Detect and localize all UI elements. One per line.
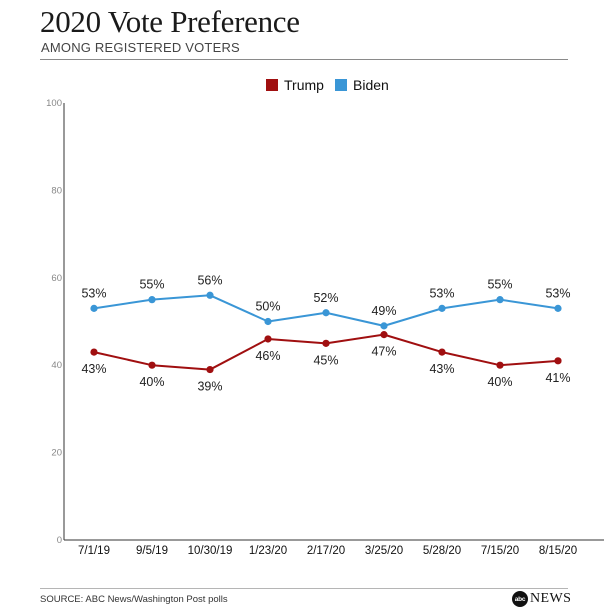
trump-data-label: 43% <box>429 362 454 376</box>
y-tick-label: 80 <box>51 185 62 196</box>
trump-data-point <box>496 361 504 369</box>
trump-data-point <box>90 348 98 356</box>
trump-data-label: 43% <box>81 362 106 376</box>
trump-data-label: 45% <box>313 353 338 367</box>
biden-data-label: 49% <box>371 304 396 318</box>
biden-data-label: 55% <box>139 278 164 292</box>
x-tick-label: 5/28/20 <box>423 545 461 557</box>
header-divider <box>40 59 568 60</box>
trump-data-label: 39% <box>197 380 222 394</box>
biden-data-label: 55% <box>487 278 512 292</box>
biden-data-label: 56% <box>197 273 222 287</box>
x-tick-label: 1/23/20 <box>249 545 287 557</box>
biden-data-point <box>206 291 214 299</box>
x-tick-label: 8/15/20 <box>539 545 577 557</box>
news-wordmark: NEWS <box>530 591 572 606</box>
source-note: SOURCE: ABC News/Washington Post polls <box>40 594 228 605</box>
chart-title: 2020 Vote Preference <box>40 4 300 39</box>
trump-data-label: 47% <box>371 345 396 359</box>
biden-data-label: 53% <box>81 286 106 300</box>
x-tick-label: 7/15/20 <box>481 545 519 557</box>
abc-news-logo: abc NEWS <box>512 591 571 607</box>
trump-data-label: 40% <box>487 375 512 389</box>
trump-data-point <box>438 348 446 356</box>
x-axis-ticks: 7/1/19 9/5/19 10/30/19 1/23/20 2/17/20 3/25/2… <box>78 545 577 557</box>
biden-data-point <box>322 309 330 317</box>
trump-data-point <box>322 339 330 347</box>
trump-data-point <box>554 357 562 365</box>
biden-data-label: 53% <box>545 286 570 300</box>
series-points <box>90 291 562 374</box>
trump-legend-label: Trump <box>284 77 324 93</box>
biden-legend-label: Biden <box>353 77 389 93</box>
chart-subtitle: AMONG REGISTERED VOTERS <box>41 40 240 55</box>
trump-data-point <box>264 335 272 343</box>
axes <box>63 103 604 541</box>
biden-data-point <box>264 317 272 326</box>
x-tick-label: 10/30/19 <box>188 545 233 557</box>
biden-data-label: 52% <box>313 291 338 305</box>
trump-legend-swatch <box>266 79 278 91</box>
y-tick-label: 100 <box>46 98 62 109</box>
x-tick-label: 2/17/20 <box>307 545 345 557</box>
trump-data-label: 41% <box>545 371 570 385</box>
biden-data-point <box>90 304 98 312</box>
x-tick-label: 3/25/20 <box>365 545 403 557</box>
footer-divider <box>40 588 568 589</box>
y-tick-label: 0 <box>57 535 62 546</box>
trump-data-point <box>206 365 214 374</box>
y-tick-label: 60 <box>51 273 62 284</box>
trump-data-point <box>380 331 388 339</box>
x-tick-label: 7/1/19 <box>78 545 110 557</box>
trump-data-point <box>148 361 156 369</box>
biden-data-point <box>438 304 446 312</box>
x-tick-label: 9/5/19 <box>136 545 168 557</box>
y-axis-ticks: 0 20 40 60 80 100 <box>46 98 62 546</box>
biden-data-point <box>148 296 156 304</box>
biden-data-point <box>496 296 504 304</box>
biden-legend-swatch <box>335 79 347 91</box>
biden-data-label: 50% <box>255 300 280 314</box>
biden-data-point <box>554 304 562 312</box>
y-tick-label: 20 <box>51 448 62 459</box>
trump-data-label: 46% <box>255 349 280 363</box>
legend: Trump Biden <box>266 77 389 93</box>
data-labels: 43% 40% 39% 46% 45% 47% 43% 40% 41% 53% 55% 56% 50% 5… <box>81 273 570 393</box>
biden-data-point <box>380 322 388 330</box>
biden-data-label: 53% <box>429 286 454 300</box>
trump-data-label: 40% <box>139 375 164 389</box>
y-tick-label: 40 <box>51 360 62 371</box>
abc-logo-icon: abc <box>512 591 528 607</box>
line-chart: Trump Biden 0 20 40 60 80 100 7/1/19 9/5/19 10/3… <box>46 77 604 557</box>
